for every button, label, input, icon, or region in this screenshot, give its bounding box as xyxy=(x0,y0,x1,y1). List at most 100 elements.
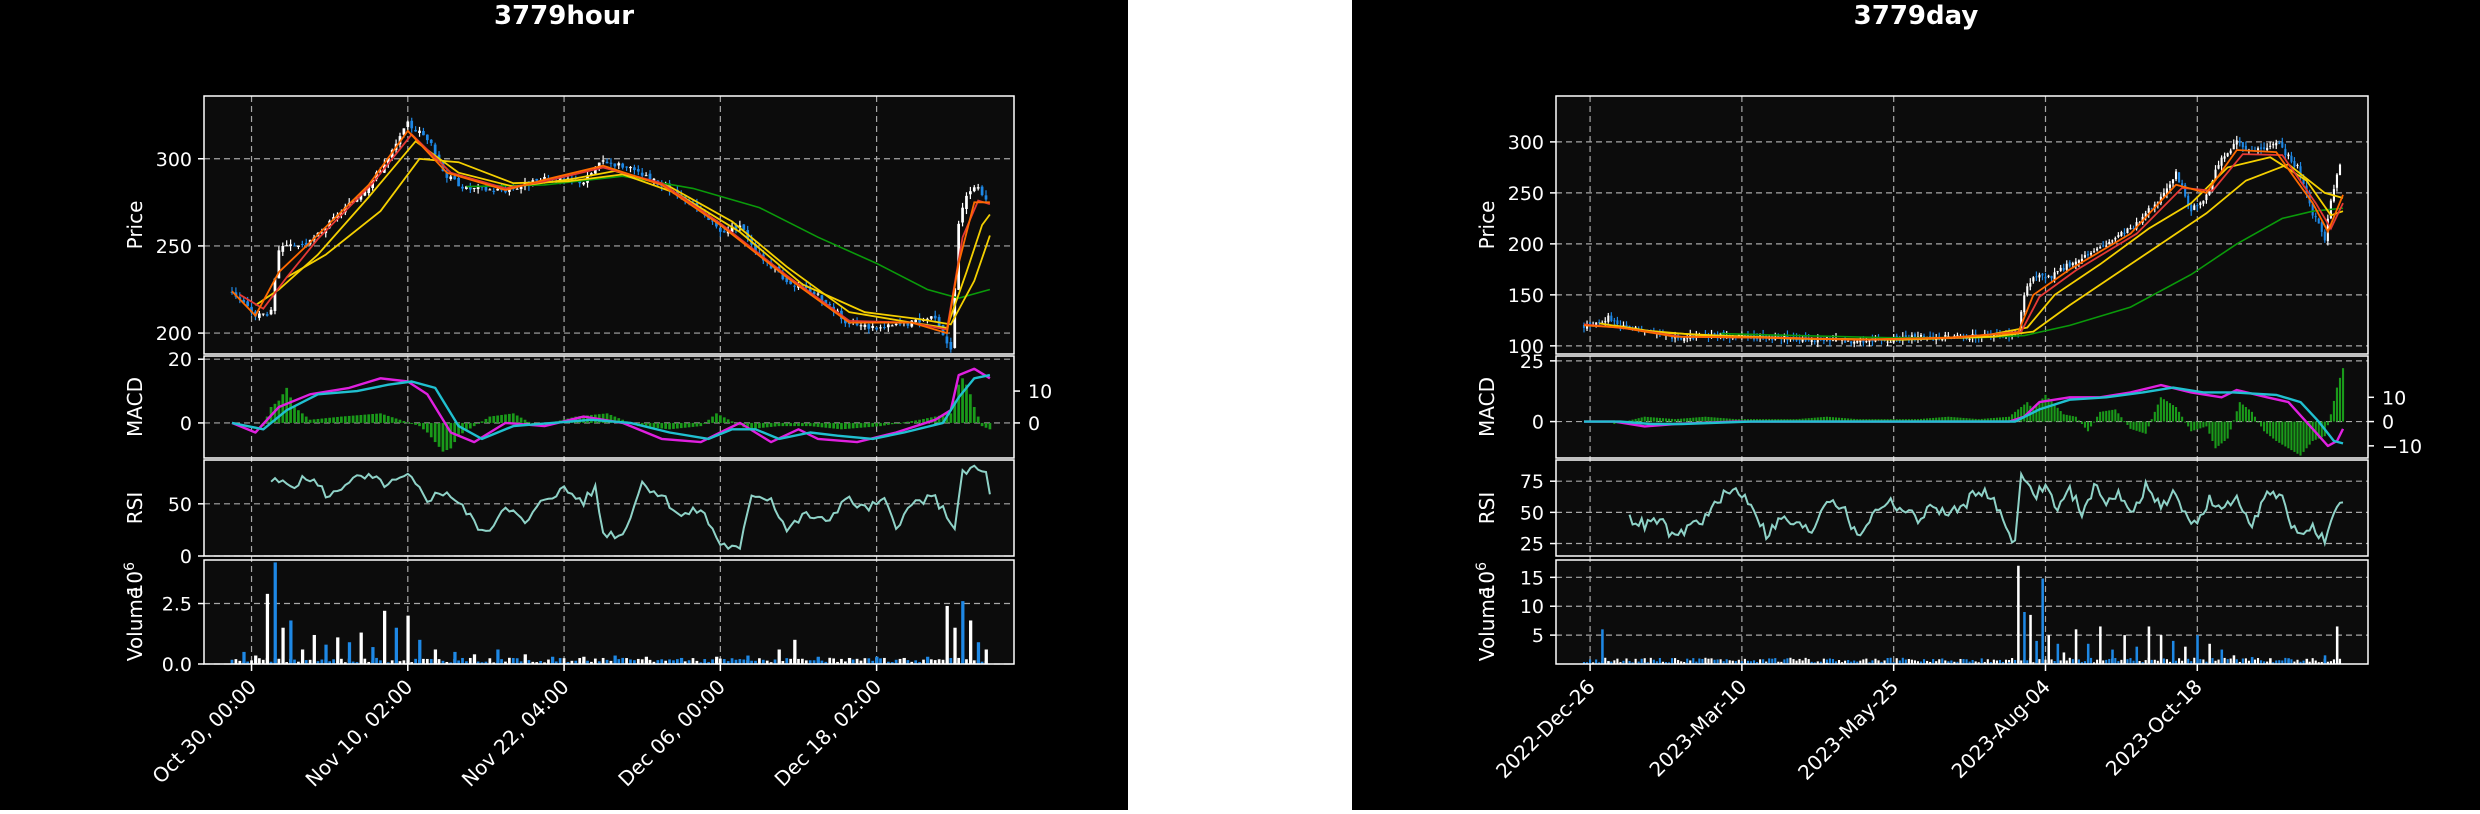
volume-bar xyxy=(695,660,699,664)
macd-hist-bar xyxy=(1652,417,1655,422)
volume-bar xyxy=(476,661,480,664)
macd-hist-bar xyxy=(480,421,484,423)
volume-bar xyxy=(2001,661,2005,664)
candle-body xyxy=(2284,148,2287,156)
candle-body xyxy=(422,131,425,136)
volume-bar xyxy=(1710,658,1713,664)
candle-body xyxy=(2187,195,2190,205)
macd-hist-bar xyxy=(926,418,929,423)
chart-title: 3779day xyxy=(1854,1,1979,31)
macd-hist-bar xyxy=(1801,418,1804,422)
macd-hist-bar xyxy=(1992,417,1995,422)
macd-hist-bar xyxy=(1689,417,1692,422)
macd-hist-bar xyxy=(617,418,621,423)
volume-bar xyxy=(2093,662,2096,664)
macd-hist-bar xyxy=(1841,417,1844,422)
volume-bar xyxy=(277,658,281,664)
volume-bar xyxy=(1649,657,1652,664)
volume-bar xyxy=(1950,660,1953,664)
volume-bar xyxy=(422,658,425,664)
volume-bar xyxy=(574,660,578,664)
macd-hist-bar xyxy=(2338,377,2342,422)
volume-bar xyxy=(402,660,406,664)
macd-hist-bar xyxy=(1889,419,1892,422)
volume-bar xyxy=(773,659,777,664)
macd-hist-bar xyxy=(300,413,304,423)
macd-hist-bar xyxy=(2023,404,2026,422)
macd-hist-bar xyxy=(332,417,335,423)
volume-bar xyxy=(656,660,660,664)
macd-hist-bar xyxy=(414,422,417,425)
macd-hist-bar xyxy=(2147,421,2150,427)
macd-hist-bar xyxy=(2208,421,2211,434)
macd-hist-bar xyxy=(711,416,714,423)
candle-body xyxy=(257,313,261,318)
volume-bar xyxy=(1789,657,1792,664)
macd-hist-bar xyxy=(949,413,953,423)
macd-hist-bar xyxy=(1916,419,1920,422)
candle-body xyxy=(2171,179,2175,184)
volume-bar xyxy=(1634,658,1637,664)
volume-bar xyxy=(2080,662,2083,664)
macd-hist-bar xyxy=(465,422,468,431)
volume-bar xyxy=(902,657,906,664)
volume-bar xyxy=(820,660,824,664)
macd-hist-bar xyxy=(453,422,457,443)
volume-bar xyxy=(1725,659,1728,664)
macd-hist-bar xyxy=(2187,421,2190,427)
macd-hist-bar xyxy=(1655,417,1658,422)
volume-bar xyxy=(414,658,417,664)
macd-hist-bar xyxy=(1831,417,1835,422)
macd-hist-bar xyxy=(1804,418,1807,422)
volume-bar xyxy=(1813,662,1816,664)
macd-hist-bar xyxy=(2008,416,2011,422)
macd-hist-bar xyxy=(2211,421,2214,441)
macd-hist-bar xyxy=(289,397,292,423)
volume-bar xyxy=(492,662,496,664)
macd-hist-bar xyxy=(867,422,871,428)
ma-orange-line xyxy=(231,129,990,335)
macd-hist-bar xyxy=(984,422,988,428)
volume-bar xyxy=(2041,578,2044,664)
volume-bar xyxy=(558,658,562,664)
candle-body xyxy=(504,190,507,193)
macd-axis-label: MACD xyxy=(123,377,147,437)
price-tick-label: 200 xyxy=(156,323,192,345)
candle-body xyxy=(828,303,832,306)
candle-body xyxy=(2102,245,2105,247)
candle-body xyxy=(1589,322,1592,326)
volume-bar xyxy=(445,661,449,664)
candle-body xyxy=(2266,147,2269,151)
macd-hist-bar xyxy=(656,422,660,429)
volume-bar xyxy=(523,654,527,664)
volume-bar xyxy=(1595,659,1598,664)
candle-body xyxy=(2117,235,2120,237)
volume-bar xyxy=(836,661,839,664)
volume-bar xyxy=(625,658,628,664)
macd-hist-bar xyxy=(2263,421,2266,432)
price-tick-label: 250 xyxy=(1508,183,1544,205)
volume-bar xyxy=(1777,661,1780,664)
volume-bar xyxy=(718,658,722,664)
volume-bar xyxy=(843,661,847,664)
volume-bar xyxy=(965,659,968,664)
volume-bar xyxy=(465,661,468,664)
volume-bar xyxy=(808,660,812,664)
volume-bar xyxy=(261,659,265,664)
candle-body xyxy=(824,299,828,305)
macd-hist-bar xyxy=(2332,400,2335,422)
volume-bar xyxy=(398,661,402,664)
volume-bar xyxy=(1874,658,1877,664)
macd-hist-bar xyxy=(2068,415,2071,422)
candle-body xyxy=(1792,336,1795,338)
macd-hist-bar xyxy=(1859,419,1862,422)
volume-bar xyxy=(1783,659,1786,664)
candle-body xyxy=(914,319,918,323)
macd-hist-bar xyxy=(2193,421,2196,431)
candle-body xyxy=(644,175,648,177)
volume-bar xyxy=(785,658,789,664)
volume-bar xyxy=(679,657,684,664)
macd-hist-bar xyxy=(898,422,902,424)
volume-bar xyxy=(234,659,238,664)
volume-bar xyxy=(246,661,249,664)
